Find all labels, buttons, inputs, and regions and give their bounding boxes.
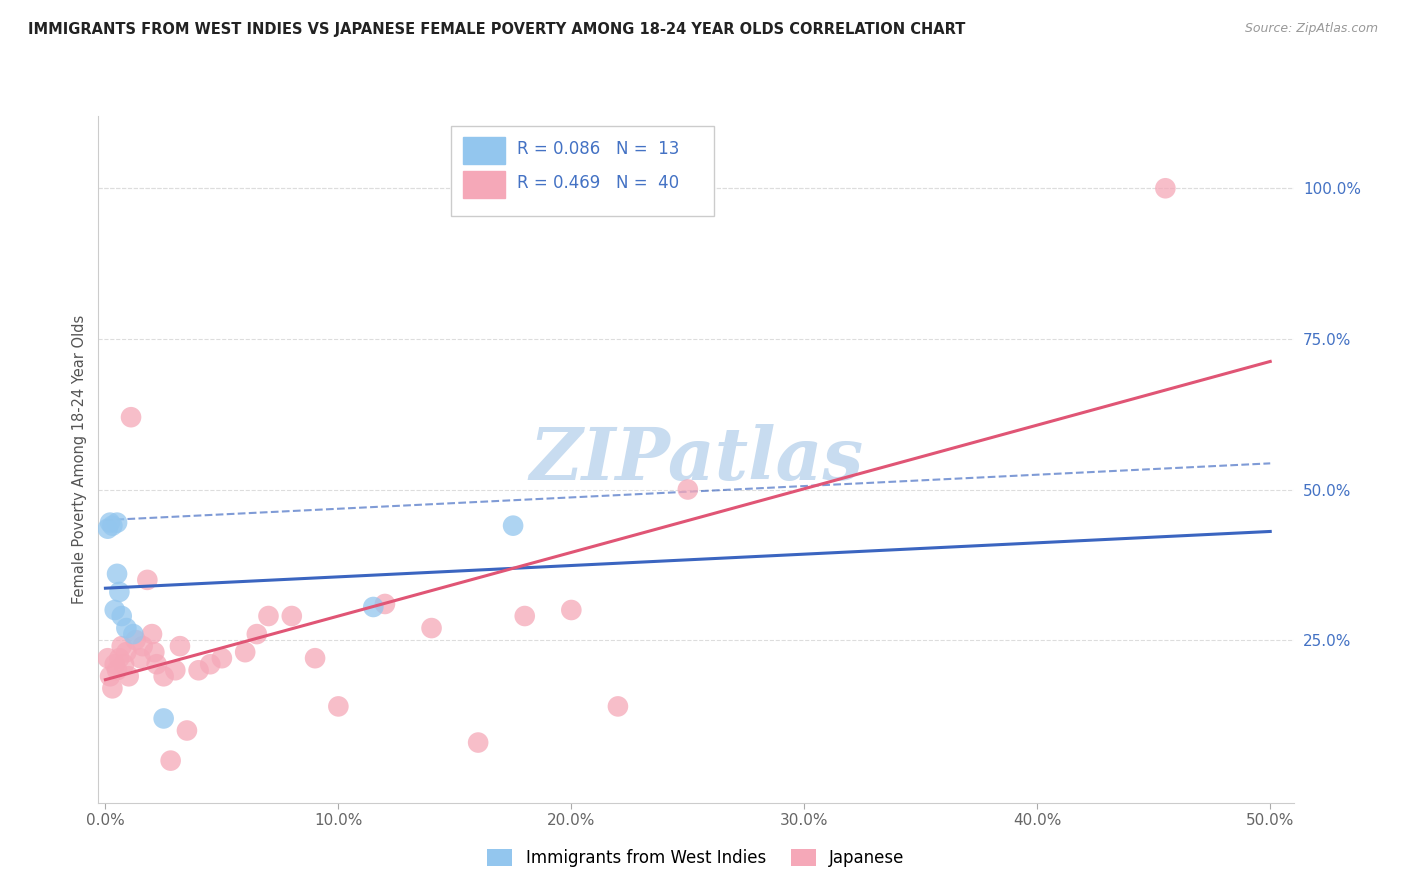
- FancyBboxPatch shape: [451, 127, 714, 216]
- Text: Source: ZipAtlas.com: Source: ZipAtlas.com: [1244, 22, 1378, 36]
- Point: [120, 410, 142, 425]
- Point: [111, 639, 134, 653]
- Point: [467, 735, 489, 749]
- Point: [105, 516, 128, 530]
- Point: [152, 711, 174, 725]
- Point: [101, 681, 124, 696]
- Point: [200, 657, 222, 672]
- Point: [606, 699, 628, 714]
- Point: [420, 621, 443, 635]
- Point: [176, 723, 198, 738]
- FancyBboxPatch shape: [463, 136, 505, 164]
- Point: [169, 639, 191, 653]
- Point: [328, 699, 350, 714]
- Point: [105, 566, 128, 581]
- Point: [115, 621, 138, 635]
- Point: [187, 663, 209, 677]
- Point: [143, 645, 166, 659]
- Point: [152, 669, 174, 683]
- Point: [159, 754, 181, 768]
- Text: R = 0.469   N =  40: R = 0.469 N = 40: [517, 174, 679, 193]
- Point: [118, 669, 141, 683]
- Point: [98, 516, 121, 530]
- Point: [97, 522, 120, 536]
- Point: [115, 645, 138, 659]
- Point: [122, 627, 145, 641]
- Point: [513, 609, 536, 624]
- Point: [560, 603, 582, 617]
- Point: [101, 518, 124, 533]
- Point: [1154, 181, 1177, 195]
- Text: R = 0.086   N =  13: R = 0.086 N = 13: [517, 140, 679, 158]
- Point: [141, 627, 163, 641]
- Point: [165, 663, 187, 677]
- Point: [108, 585, 131, 599]
- Point: [104, 603, 127, 617]
- Point: [502, 518, 524, 533]
- Point: [136, 573, 159, 587]
- Point: [125, 633, 148, 648]
- Point: [108, 651, 131, 665]
- Point: [374, 597, 396, 611]
- Point: [112, 657, 135, 672]
- Point: [304, 651, 326, 665]
- Point: [246, 627, 269, 641]
- Point: [104, 657, 127, 672]
- Point: [145, 657, 167, 672]
- Point: [98, 669, 121, 683]
- Point: [97, 651, 120, 665]
- Point: [257, 609, 280, 624]
- Point: [111, 609, 134, 624]
- Point: [281, 609, 304, 624]
- Point: [129, 651, 152, 665]
- Point: [233, 645, 256, 659]
- Y-axis label: Female Poverty Among 18-24 Year Olds: Female Poverty Among 18-24 Year Olds: [72, 315, 87, 604]
- Point: [211, 651, 233, 665]
- Point: [131, 639, 153, 653]
- Point: [363, 599, 385, 614]
- FancyBboxPatch shape: [463, 171, 505, 198]
- Point: [676, 483, 699, 497]
- Text: ZIPatlas: ZIPatlas: [529, 424, 863, 495]
- Point: [105, 663, 128, 677]
- Text: IMMIGRANTS FROM WEST INDIES VS JAPANESE FEMALE POVERTY AMONG 18-24 YEAR OLDS COR: IMMIGRANTS FROM WEST INDIES VS JAPANESE …: [28, 22, 966, 37]
- Legend: Immigrants from West Indies, Japanese: Immigrants from West Indies, Japanese: [481, 842, 911, 873]
